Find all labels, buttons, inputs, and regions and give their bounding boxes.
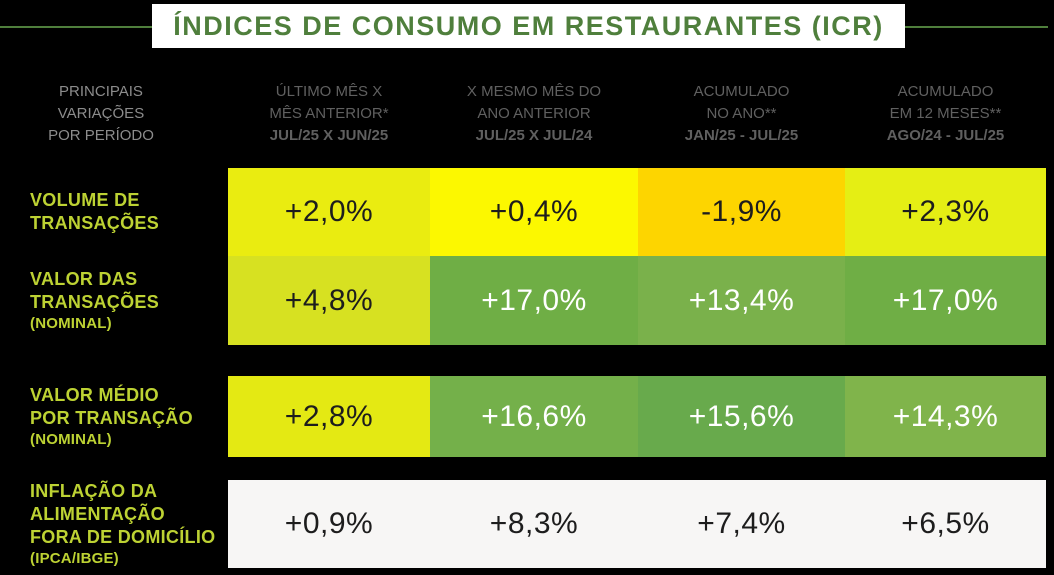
row-label-valor-transacoes-text: VALOR DAS TRANSAÇÕES (NOMINAL) <box>0 268 159 334</box>
value-cell-r2c2: +17,0% <box>430 256 638 345</box>
column-header-ultimo-mes-title: ÚLTIMO MÊS X MÊS ANTERIOR* <box>269 83 389 122</box>
table-row-valor-transacoes: VALOR DAS TRANSAÇÕES (NOMINAL) +4,8% +17… <box>0 256 1046 345</box>
row-spacer <box>0 345 1046 376</box>
corner-header-text: PRINCIPAIS VARIAÇÕES POR PERÍODO <box>48 83 154 144</box>
column-header-acumulado-ano: ACUMULADO NO ANO** JAN/25 - JUL/25 <box>638 60 845 168</box>
value-cell-r3c4: +14,3% <box>845 376 1046 457</box>
row-label-valor-medio-text: VALOR MÉDIO POR TRANSAÇÃO (NOMINAL) <box>0 384 193 450</box>
title-box: ÍNDICES DE CONSUMO EM RESTAURANTES (ICR) <box>152 4 905 48</box>
value-cell-r3c2: +16,6% <box>430 376 638 457</box>
value-cell-r1c3: -1,9% <box>638 168 845 256</box>
row-label-inflacao-text: INFLAÇÃO DA ALIMENTAÇÃO FORA DE DOMICÍLI… <box>0 480 215 569</box>
value-cell-r1c1: +2,0% <box>228 168 430 256</box>
row-label-volume-transacoes-text: VOLUME DE TRANSAÇÕES <box>0 189 159 235</box>
value-cell-r1c2: +0,4% <box>430 168 638 256</box>
row-label-main: VALOR DAS TRANSAÇÕES <box>30 268 160 312</box>
row-label-main: VALOR MÉDIO POR TRANSAÇÃO <box>30 384 193 428</box>
row-label-inflacao: INFLAÇÃO DA ALIMENTAÇÃO FORA DE DOMICÍLI… <box>0 480 228 568</box>
column-header-mesmo-mes: X MESMO MÊS DO ANO ANTERIOR JUL/25 X JUL… <box>430 60 638 168</box>
column-header-ultimo-mes-period: JUL/25 X JUN/25 <box>269 127 389 144</box>
value-cell-r4c1: +0,9% <box>228 480 430 568</box>
value-cell-r2c1: +4,8% <box>228 256 430 345</box>
value-cell-r2c3: +13,4% <box>638 256 845 345</box>
column-header-mesmo-mes-period: JUL/25 X JUL/24 <box>475 127 593 144</box>
column-header-mesmo-mes-title: X MESMO MÊS DO ANO ANTERIOR <box>466 83 602 122</box>
row-label-main: INFLAÇÃO DA ALIMENTAÇÃO FORA DE DOMICÍLI… <box>30 480 216 547</box>
column-header-acumulado-12m: ACUMULADO EM 12 MESES** AGO/24 - JUL/25 <box>845 60 1046 168</box>
row-label-volume-transacoes: VOLUME DE TRANSAÇÕES <box>0 168 228 256</box>
column-header-acumulado-12m-title: ACUMULADO EM 12 MESES** <box>889 83 1002 122</box>
row-label-valor-transacoes: VALOR DAS TRANSAÇÕES (NOMINAL) <box>0 256 228 345</box>
row-label-sub: (NOMINAL) <box>30 430 112 448</box>
page-title: ÍNDICES DE CONSUMO EM RESTAURANTES (ICR) <box>173 10 884 41</box>
row-label-sub: (NOMINAL) <box>30 314 112 332</box>
table-row-volume-transacoes: VOLUME DE TRANSAÇÕES +2,0% +0,4% -1,9% +… <box>0 168 1046 256</box>
header-row: PRINCIPAIS VARIAÇÕES POR PERÍODO ÚLTIMO … <box>0 60 1046 168</box>
icr-table: PRINCIPAIS VARIAÇÕES POR PERÍODO ÚLTIMO … <box>0 60 1046 568</box>
table-row-valor-medio: VALOR MÉDIO POR TRANSAÇÃO (NOMINAL) +2,8… <box>0 376 1046 457</box>
column-header-acumulado-12m-period: AGO/24 - JUL/25 <box>886 127 1005 144</box>
column-header-ultimo-mes: ÚLTIMO MÊS X MÊS ANTERIOR* JUL/25 X JUN/… <box>228 60 430 168</box>
value-cell-r4c2: +8,3% <box>430 480 638 568</box>
value-cell-r3c1: +2,8% <box>228 376 430 457</box>
value-cell-r1c4: +2,3% <box>845 168 1046 256</box>
row-spacer <box>0 457 1046 480</box>
row-label-valor-medio: VALOR MÉDIO POR TRANSAÇÃO (NOMINAL) <box>0 376 228 457</box>
table-row-inflacao: INFLAÇÃO DA ALIMENTAÇÃO FORA DE DOMICÍLI… <box>0 480 1046 568</box>
value-cell-r4c4: +6,5% <box>845 480 1046 568</box>
value-cell-r3c3: +15,6% <box>638 376 845 457</box>
row-label-main: VOLUME DE TRANSAÇÕES <box>30 190 160 233</box>
row-label-sub: (IPCA/IBGE) <box>30 549 119 567</box>
value-cell-r4c3: +7,4% <box>638 480 845 568</box>
value-cell-r2c4: +17,0% <box>845 256 1046 345</box>
corner-header: PRINCIPAIS VARIAÇÕES POR PERÍODO <box>0 60 228 168</box>
column-header-acumulado-ano-title: ACUMULADO NO ANO** <box>693 83 790 122</box>
column-header-acumulado-ano-period: JAN/25 - JUL/25 <box>684 127 799 144</box>
